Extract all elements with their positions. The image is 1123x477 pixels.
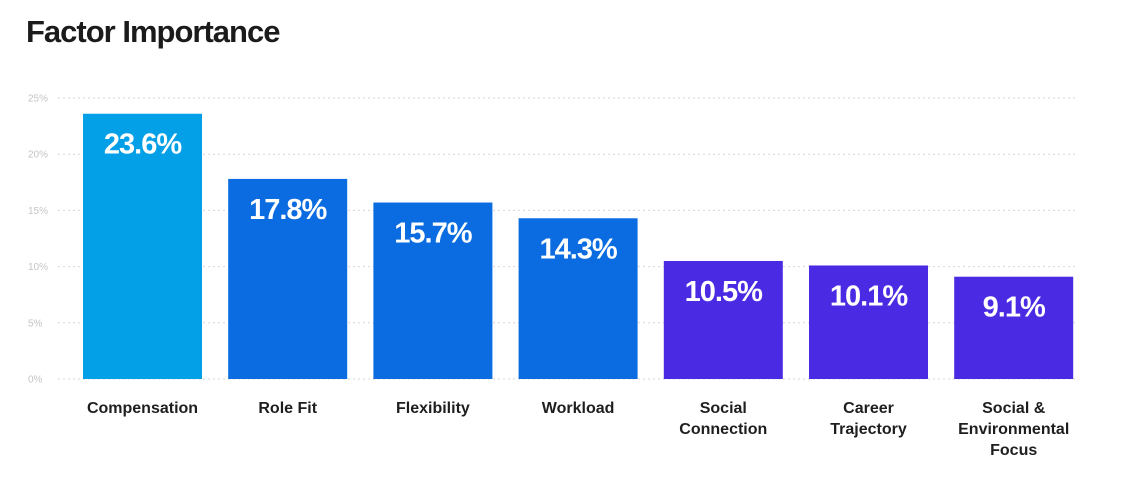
category-labels: Compensation Role Fit Flexibility Workload S… [87, 400, 1069, 459]
category-label-line: Compensation [87, 400, 198, 417]
category-label-line: Career [843, 400, 894, 417]
bar-value-label: 17.8% [249, 194, 327, 226]
category-label: Role Fit [258, 400, 317, 417]
category-label-line: Environmental [958, 421, 1069, 438]
bar-value-label: 10.5% [685, 276, 763, 308]
bar [518, 218, 638, 379]
y-tick-label: 5% [28, 318, 43, 329]
category-label-line: Flexibility [396, 400, 470, 417]
bar [954, 276, 1074, 379]
category-label-line: Trajectory [830, 421, 907, 438]
category-label: Workload [542, 400, 615, 417]
y-tick-label: 15% [28, 206, 48, 217]
y-tick-label: 20% [28, 150, 48, 161]
category-label: Social & Environmental Focus [958, 400, 1069, 459]
category-label: Compensation [87, 400, 198, 417]
category-label-line: Focus [990, 442, 1037, 459]
y-tick-label: 25% [28, 94, 48, 105]
y-axis-ticks: 0% 5% 10% 15% 20% 25% [28, 94, 48, 386]
category-label: Flexibility [396, 400, 470, 417]
category-label-line: Social [700, 400, 747, 417]
category-label: Social Connection [679, 400, 767, 438]
bar [663, 260, 783, 379]
value-labels: 23.6% 17.8% 15.7% 14.3% 10.5% 10.1% 9.1% [104, 129, 1047, 324]
y-tick-label: 0% [28, 375, 43, 386]
category-label-line: Workload [542, 400, 615, 417]
bar-value-label: 15.7% [394, 218, 472, 250]
chart-title: Factor Importance [26, 14, 280, 49]
bar-value-label: 9.1% [983, 292, 1046, 324]
bar-value-label: 23.6% [104, 129, 182, 161]
category-label: Career Trajectory [830, 400, 907, 438]
bars [83, 113, 1074, 380]
bar [809, 265, 928, 379]
y-tick-label: 10% [28, 262, 48, 273]
category-label-line: Connection [679, 421, 767, 438]
bar-value-label: 10.1% [830, 280, 908, 312]
bar [373, 202, 493, 379]
bar [228, 178, 348, 379]
category-label-line: Role Fit [258, 400, 317, 417]
bar-value-label: 14.3% [539, 233, 617, 265]
bar [83, 113, 202, 380]
category-label-line: Social & [982, 400, 1046, 417]
